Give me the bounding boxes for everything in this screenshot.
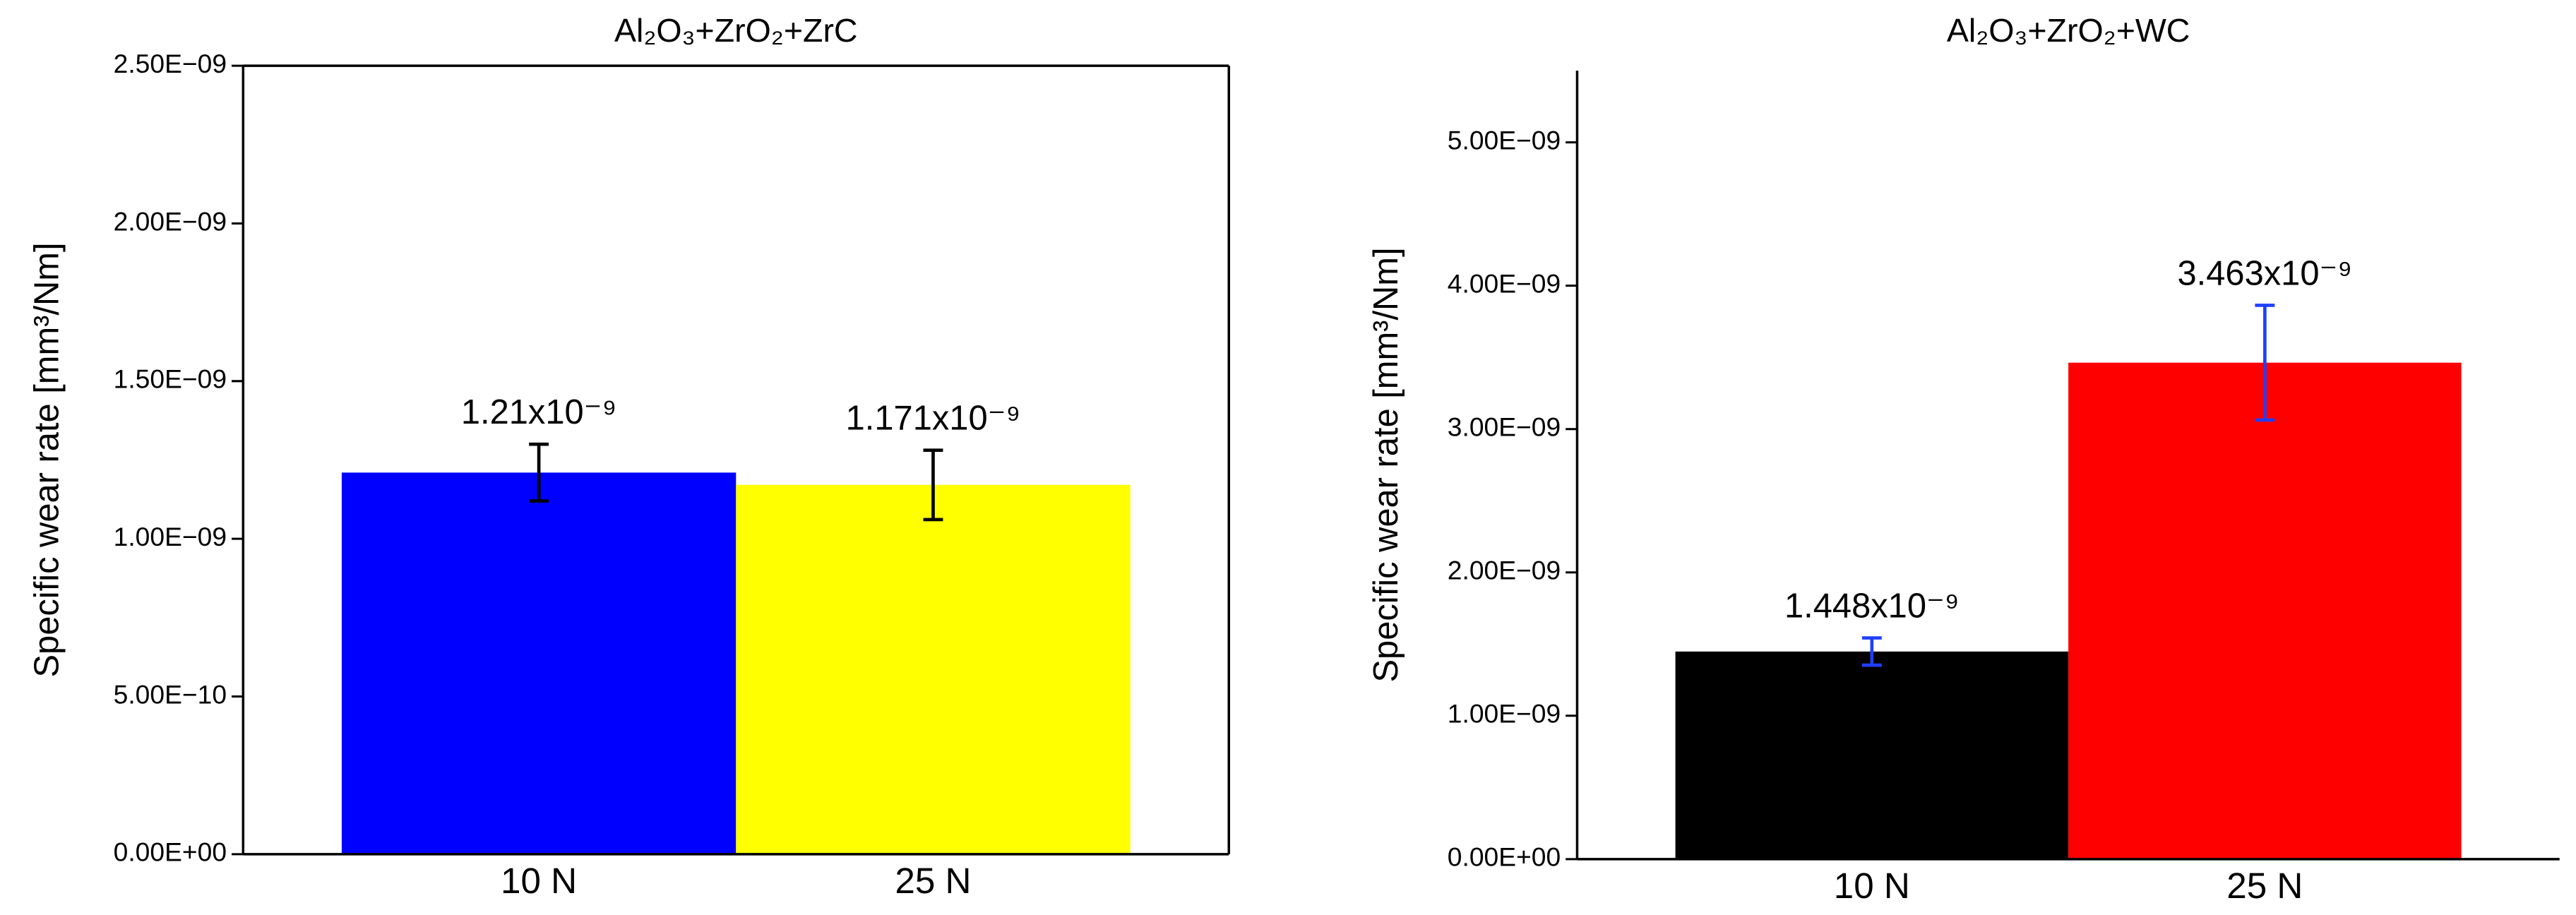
y-axis-label: Specific wear rate [mm³/Nm] bbox=[1367, 247, 1405, 682]
error-bar bbox=[1861, 636, 1882, 667]
chart-title: Al₂O₃+ZrO₂+WC bbox=[1947, 12, 2190, 49]
error-bar bbox=[2255, 304, 2275, 422]
x-tick-label: 10 N bbox=[501, 861, 577, 901]
y-tick-label: 1.50E−09 bbox=[114, 364, 227, 394]
value-label: 1.171x10⁻⁹ bbox=[846, 400, 1021, 438]
bar bbox=[2068, 362, 2462, 859]
y-tick-label: 1.00E−09 bbox=[1448, 699, 1561, 729]
bar bbox=[736, 484, 1131, 854]
error-bar bbox=[923, 448, 943, 522]
value-label: 1.21x10⁻⁹ bbox=[461, 393, 617, 431]
x-tick-label: 10 N bbox=[1834, 866, 1910, 906]
y-tick-label: 5.00E−09 bbox=[1448, 125, 1561, 155]
y-tick-label: 1.00E−09 bbox=[114, 522, 227, 551]
chart-title: Al₂O₃+ZrO₂+ZrC bbox=[614, 12, 858, 49]
y-tick-label: 3.00E−09 bbox=[1448, 412, 1561, 442]
bar bbox=[1675, 651, 2069, 859]
y-axis-label: Specific wear rate [mm³/Nm] bbox=[28, 242, 66, 677]
y-tick-label: 5.00E−10 bbox=[114, 679, 227, 709]
value-label: 3.463x10⁻⁹ bbox=[2178, 255, 2353, 293]
error-bar bbox=[529, 442, 549, 503]
y-tick-label: 2.00E−09 bbox=[1448, 556, 1561, 585]
x-tick-label: 25 N bbox=[895, 861, 971, 901]
y-tick-label: 2.50E−09 bbox=[114, 49, 227, 78]
bar bbox=[341, 472, 737, 854]
y-tick-label: 0.00E+00 bbox=[114, 837, 227, 867]
x-tick-label: 25 N bbox=[2226, 866, 2303, 906]
y-tick-label: 4.00E−09 bbox=[1448, 268, 1561, 298]
y-tick-label: 2.00E−09 bbox=[114, 206, 227, 236]
value-label: 1.448x10⁻⁹ bbox=[1784, 587, 1960, 626]
y-tick-label: 0.00E+00 bbox=[1448, 842, 1561, 872]
